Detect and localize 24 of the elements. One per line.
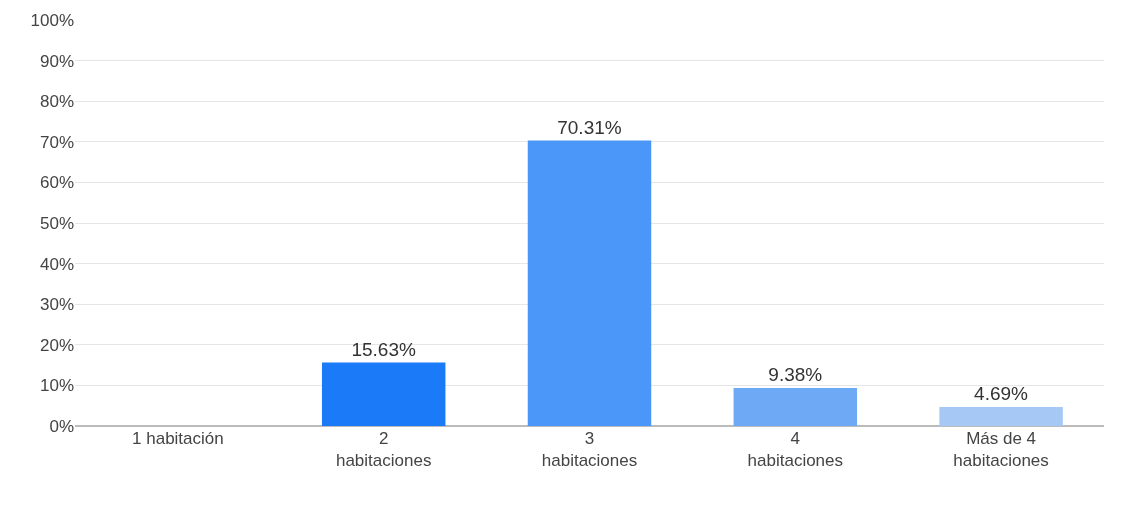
y-tick-label: 90% <box>39 51 74 71</box>
data-label: 9.38% <box>768 363 823 385</box>
y-tick-label: 20% <box>39 335 74 355</box>
bar <box>733 387 858 426</box>
bar <box>321 362 446 426</box>
x-tick-label: 2 habitaciones <box>335 429 432 471</box>
y-tick-label: 80% <box>39 92 74 112</box>
y-tick-label: 50% <box>39 213 74 233</box>
y-tick-label: 60% <box>39 173 74 193</box>
x-tick-label: 3 habitaciones <box>541 429 638 471</box>
data-label: 70.31% <box>557 116 622 138</box>
y-tick-label: 0% <box>49 416 74 436</box>
y-tick-label: 30% <box>39 295 74 315</box>
x-tick-label: 4 habitaciones <box>747 429 844 471</box>
data-label: 15.63% <box>351 338 416 360</box>
bar <box>527 140 652 426</box>
y-tick-label: 70% <box>39 132 74 152</box>
data-label: 4.69% <box>974 382 1029 404</box>
bar <box>939 406 1063 426</box>
y-tick-label: 100% <box>30 10 74 30</box>
y-tick-label: 10% <box>39 376 74 396</box>
y-tick-label: 40% <box>39 254 74 274</box>
x-tick-label: 1 habitación <box>132 429 224 448</box>
x-tick-label: Más de 4 habitaciones <box>953 429 1049 471</box>
